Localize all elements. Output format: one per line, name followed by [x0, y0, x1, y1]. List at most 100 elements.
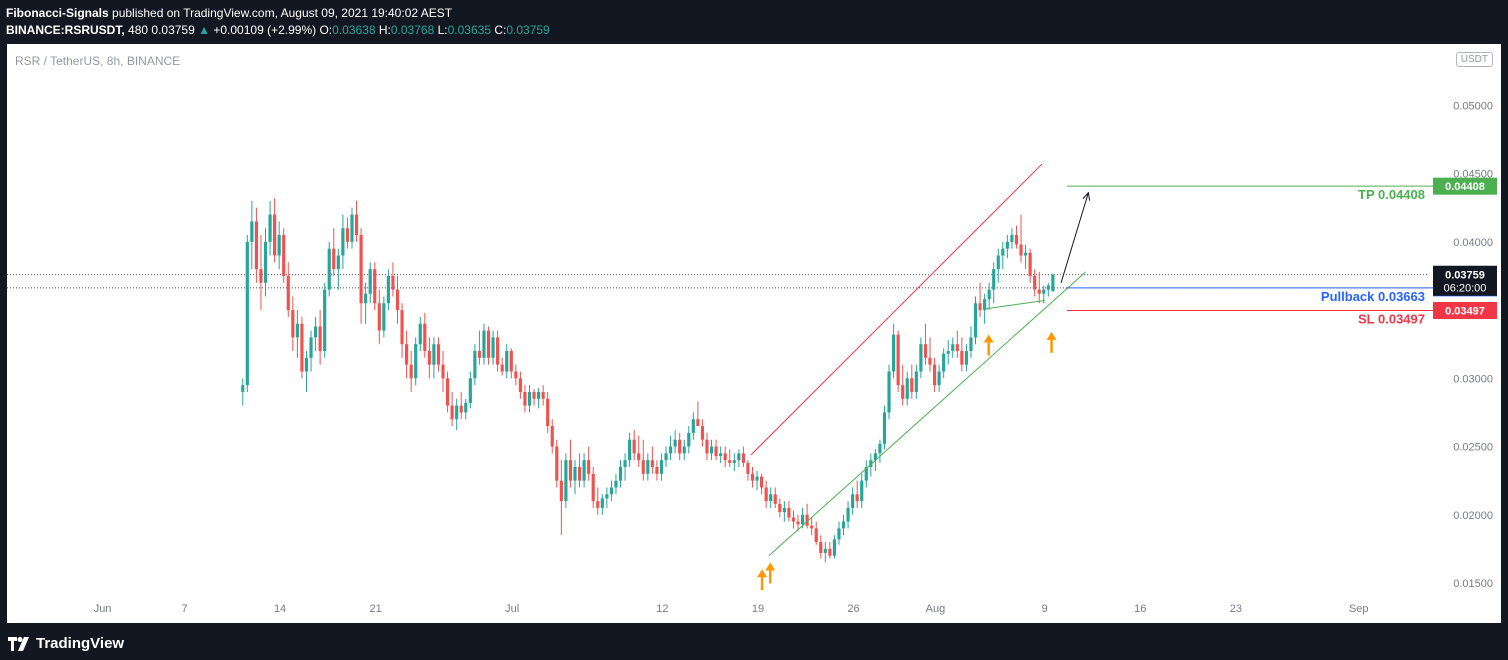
candle-body [300, 323, 304, 372]
high-value: 0.03768 [390, 23, 435, 37]
candle-body [891, 334, 896, 372]
chart-pane[interactable]: 0.05000 0.04500 0.04000 0.03000 0.02500 0.020… [7, 44, 1501, 623]
x-axis-tick-label: 21 [370, 603, 382, 615]
x-axis-tick-label: Aug [926, 603, 946, 615]
candle-body [668, 446, 673, 454]
candle-body [445, 378, 450, 406]
candle-body [960, 351, 964, 365]
candle-body [778, 503, 782, 513]
candle-body [482, 330, 486, 358]
candle-body [832, 539, 837, 556]
candle-body [273, 214, 277, 256]
candle-body [760, 476, 764, 488]
candle-body [414, 344, 418, 379]
x-axis-tick-label: 19 [752, 603, 764, 615]
level-label-tp: TP 0.04408 [1358, 187, 1425, 202]
candle-body [336, 255, 340, 270]
candle-body [254, 221, 259, 270]
candle-body [837, 528, 841, 540]
up-marker-arrow-icon [757, 569, 768, 578]
footer-brand[interactable]: TradingView [8, 635, 124, 652]
x-axis-tick-label: 26 [847, 603, 859, 615]
candle-body [973, 303, 978, 338]
candle-body [573, 467, 577, 481]
candle-body [350, 214, 354, 242]
last-price: 0.03759 [151, 23, 195, 37]
candle-body [432, 344, 436, 365]
candle-body [819, 542, 823, 553]
candle-body [263, 241, 268, 283]
candle-body [923, 344, 928, 358]
candle-body [518, 378, 522, 392]
candle-body [983, 299, 987, 311]
candle-body [691, 419, 695, 433]
candle-body [705, 439, 709, 454]
currency-badge[interactable]: USDT [1455, 52, 1493, 67]
candle-body [505, 351, 509, 372]
candle-body [354, 214, 359, 236]
y-axis-tick-label: 0.02000 [1453, 510, 1493, 522]
candle-body [377, 303, 381, 331]
candle-body [313, 326, 318, 338]
x-axis-tick-label: 23 [1230, 603, 1242, 615]
candle-body [755, 476, 759, 481]
candle-body [873, 453, 877, 461]
candle-body [828, 548, 832, 556]
candle-body [992, 269, 996, 290]
candle-body [782, 507, 786, 513]
candle-body [682, 446, 686, 454]
candle-body [764, 487, 768, 502]
candle-body [577, 467, 582, 481]
price-badge-tp-label: 0.04408 [1445, 181, 1485, 193]
candle-body [737, 453, 741, 461]
candle-body [773, 494, 777, 504]
candle-body [345, 228, 350, 242]
candle-body [646, 460, 650, 474]
candle-body [509, 351, 513, 372]
candle-body [564, 460, 568, 502]
candle-body [268, 214, 272, 242]
candle-body [395, 289, 400, 311]
candle-body [364, 293, 368, 304]
y-axis-tick-label: 0.03000 [1453, 373, 1493, 385]
publish-info: Fibonacci-Signals published on TradingVi… [6, 5, 550, 22]
candle-body [514, 371, 518, 379]
price-badge-sl-bg [1433, 301, 1497, 319]
candle-body [1033, 275, 1037, 290]
candle-body [368, 269, 372, 294]
candle-body [869, 460, 873, 468]
candle-body [486, 330, 491, 358]
candle-body [855, 494, 859, 502]
candle-body [1051, 274, 1055, 292]
candle-body [746, 462, 750, 474]
candle-body [277, 235, 281, 256]
candle-body [955, 344, 959, 352]
publisher-name[interactable]: Fibonacci-Signals [6, 6, 109, 20]
candle-body [359, 235, 363, 304]
candle-body [500, 364, 504, 372]
candle-body [596, 501, 600, 508]
x-axis-tick-label: Jun [94, 603, 112, 615]
candle-body [341, 228, 345, 256]
candle-body [964, 351, 969, 365]
candle-body [1042, 289, 1046, 294]
candle-body [709, 446, 714, 454]
candle-body [928, 357, 932, 365]
price-chart[interactable]: 0.05000 0.04500 0.04000 0.03000 0.02500 0.020… [7, 44, 1501, 623]
candle-body [327, 248, 331, 290]
y-axis-tick-label: 0.04000 [1453, 237, 1493, 249]
close-label: C: [494, 23, 507, 37]
open-label: O: [319, 23, 333, 37]
candle-body [391, 275, 395, 290]
candle-body [241, 385, 245, 392]
candle-body [987, 289, 991, 300]
candle-body [696, 419, 700, 427]
candle-body [559, 480, 563, 502]
candle-body [418, 323, 422, 345]
candle-body [851, 494, 855, 508]
candle-body [618, 467, 623, 481]
y-axis-tick-label: 0.02500 [1453, 442, 1493, 454]
candle-body [468, 378, 472, 403]
candle-body [436, 344, 441, 365]
candle-body [1028, 252, 1032, 276]
